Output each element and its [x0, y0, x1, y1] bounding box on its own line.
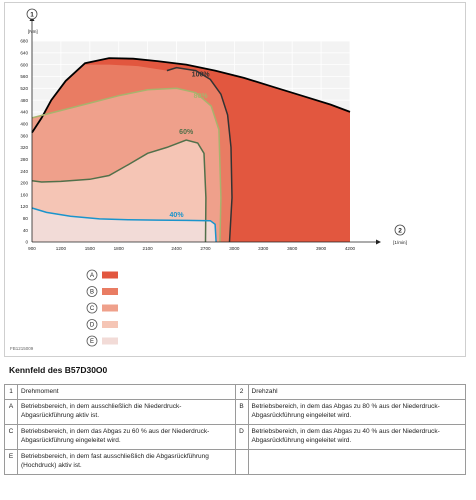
legend-key-label: D [90, 323, 95, 329]
x-tick-label: 3000 [229, 246, 240, 251]
table-row: E Betriebsbereich, in dem fast ausschlie… [4, 449, 466, 475]
y-tick-label: 400 [20, 121, 28, 126]
y-tick-label: 680 [20, 39, 28, 44]
legend-table: 1 Drehmoment 2 Drehzahl A Betriebsbereic… [4, 384, 466, 475]
table-text-cell: Betriebsbereich, in dem ausschließlich d… [17, 399, 236, 425]
x-tick-label: 2100 [143, 246, 154, 251]
table-row: 1 Drehmoment 2 Drehzahl [4, 384, 466, 400]
region-e [32, 208, 217, 242]
table-key-cell: C [4, 424, 18, 450]
x-tick-label: 900 [28, 246, 36, 251]
table-text-cell: Betriebsbereich, in dem das Abgas zu 40 … [247, 424, 466, 450]
y-tick-label: 40 [23, 228, 29, 233]
legend-swatch [102, 304, 118, 312]
legend-key-circle [86, 319, 98, 330]
x-axis-arrow [376, 239, 381, 245]
y-axis-label: [Nm] [28, 29, 38, 34]
table-key-cell: D [234, 424, 249, 450]
torque-map-chart: 100% 80% 60% 40% 0 40 80 120 160 200 240 280 320 360 4… [20, 8, 407, 347]
y-tick-label: 320 [20, 145, 28, 150]
x-tick-label: 3900 [316, 246, 327, 251]
y-axis-marker-label: 1 [30, 11, 34, 18]
legend-swatch [102, 321, 118, 328]
table-text-cell [247, 449, 466, 475]
y-tick-label: 280 [20, 157, 28, 162]
table-key-cell: E [4, 449, 18, 475]
series-line-line-100 [166, 66, 233, 243]
legend-swatch [102, 288, 118, 295]
table-key-cell [234, 449, 249, 475]
series-line-line-40 [31, 207, 217, 243]
y-tick-label: 80 [23, 216, 29, 221]
series-line-full-load [31, 57, 351, 134]
series-label-line-80: 80% [194, 93, 209, 100]
series-line-line-60 [31, 139, 207, 243]
figure-id: FB1215009 [10, 346, 34, 351]
figure-frame [4, 2, 466, 357]
legend-key-label: A [90, 273, 94, 279]
x-tick-label: 2700 [200, 246, 211, 251]
series-label-line-60: 60% [179, 129, 194, 136]
y-tick-label: 640 [20, 51, 28, 56]
x-axis-marker-circle [394, 224, 406, 236]
y-tick-label: 360 [20, 133, 28, 138]
y-tick-label: 480 [20, 98, 28, 103]
legend-key-circle [86, 269, 98, 281]
table-key-cell: B [234, 399, 249, 425]
x-tick-label: 1800 [114, 246, 125, 251]
table-text-cell: Drehzahl [247, 384, 466, 400]
table-text-cell: Betriebsbereich, in dem fast ausschließl… [17, 449, 236, 475]
x-tick-label: 2400 [171, 246, 182, 251]
table-key-cell: 2 [234, 384, 249, 400]
y-tick-label: 160 [20, 192, 28, 197]
y-tick-label: 240 [20, 169, 28, 174]
y-tick-label: 120 [20, 204, 28, 209]
y-tick-label: 600 [20, 62, 28, 67]
x-axis-marker-label: 2 [398, 227, 402, 234]
x-tick-label: 4200 [345, 246, 356, 251]
series-label-line-100: 100% [192, 71, 211, 78]
table-key-cell: A [4, 399, 18, 425]
series-label-line-40: 40% [170, 212, 185, 219]
legend-key-label: B [90, 290, 94, 296]
legend-swatch [102, 337, 118, 345]
x-tick-label: 3300 [258, 246, 269, 251]
y-tick-label: 0 [25, 240, 28, 245]
legend-key-label: E [90, 339, 94, 345]
legend-key-circle [86, 335, 98, 347]
x-tick-label: 1200 [56, 246, 67, 251]
legend-swatch [102, 271, 118, 279]
legend-key-circle [86, 302, 98, 314]
table-row: A Betriebsbereich, in dem ausschließlich… [4, 399, 466, 425]
table-key-cell: 1 [4, 384, 18, 400]
y-tick-label: 440 [20, 110, 28, 115]
table-text-cell: Betriebsbereich, in dem das Abgas zu 60 … [17, 424, 236, 450]
x-axis-label: [1/min] [393, 240, 407, 245]
y-tick-label: 200 [20, 181, 28, 186]
x-tick-label: 1500 [85, 246, 96, 251]
table-text-cell: Betriebsbereich, in dem das Abgas zu 80 … [247, 399, 466, 425]
table-row: C Betriebsbereich, in dem das Abgas zu 6… [4, 424, 466, 450]
legend-key-circle [86, 286, 98, 297]
y-axis-marker-circle [26, 8, 38, 20]
table-text-cell: Drehmoment [17, 384, 236, 400]
x-tick-label: 3600 [287, 246, 298, 251]
section-title: Kennfeld des B57D30O0 [9, 365, 108, 375]
y-tick-label: 520 [20, 86, 28, 91]
y-tick-label: 560 [20, 74, 28, 79]
legend-key-label: C [90, 306, 95, 312]
series-line-line-80 [31, 87, 222, 243]
